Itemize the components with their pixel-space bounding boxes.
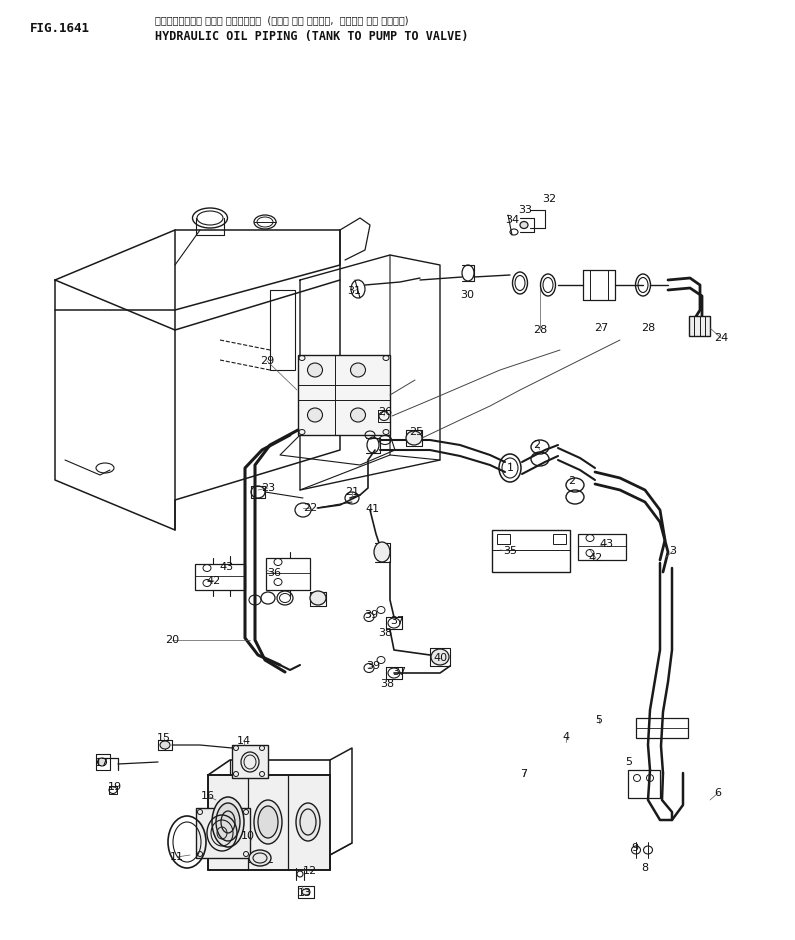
Text: 13: 13 bbox=[298, 888, 312, 898]
Text: ハイト゜ロリック オイル ハイピング゜  (タンク から ホンプ゜,  ホンプ゜ から ハルフ゜): ハイト゜ロリック オイル ハイピング゜ (タンク から ホンプ゜, ホンプ゜ か… bbox=[155, 15, 409, 25]
Text: 31: 31 bbox=[347, 286, 361, 296]
Bar bbox=[628, 770, 660, 798]
Bar bbox=[196, 808, 250, 858]
Ellipse shape bbox=[308, 408, 323, 422]
Text: HYDRAULIC OIL PIPING (TANK TO PUMP TO VALVE): HYDRAULIC OIL PIPING (TANK TO PUMP TO VA… bbox=[155, 30, 468, 43]
Text: 28: 28 bbox=[641, 323, 655, 333]
Ellipse shape bbox=[351, 363, 366, 377]
Text: 3: 3 bbox=[669, 546, 677, 556]
Ellipse shape bbox=[520, 222, 528, 228]
Text: 37: 37 bbox=[392, 667, 406, 677]
Text: 39: 39 bbox=[366, 661, 380, 671]
Text: 32: 32 bbox=[542, 194, 556, 204]
Ellipse shape bbox=[310, 591, 326, 605]
Bar bbox=[689, 316, 710, 336]
Ellipse shape bbox=[308, 363, 323, 377]
Ellipse shape bbox=[216, 803, 240, 841]
Bar bbox=[266, 558, 310, 590]
Text: 20: 20 bbox=[165, 635, 179, 645]
Text: 28: 28 bbox=[533, 325, 547, 335]
Ellipse shape bbox=[254, 800, 282, 844]
Text: 5: 5 bbox=[595, 715, 603, 725]
Text: 24: 24 bbox=[714, 333, 728, 343]
Bar bbox=[578, 534, 626, 560]
Ellipse shape bbox=[258, 806, 278, 838]
Ellipse shape bbox=[296, 803, 320, 841]
Bar bbox=[553, 534, 566, 544]
Text: 43: 43 bbox=[600, 539, 614, 549]
Text: 15: 15 bbox=[157, 733, 171, 743]
Bar bbox=[195, 564, 245, 590]
Text: 34: 34 bbox=[505, 215, 519, 225]
Text: 35: 35 bbox=[503, 546, 517, 556]
Text: 36: 36 bbox=[267, 568, 281, 578]
Text: 7: 7 bbox=[521, 769, 528, 779]
Bar bbox=[492, 530, 570, 572]
Text: 42: 42 bbox=[207, 576, 221, 586]
Ellipse shape bbox=[98, 758, 107, 766]
Text: 23: 23 bbox=[261, 483, 275, 493]
Text: 9: 9 bbox=[631, 843, 638, 853]
Text: 2: 2 bbox=[533, 440, 541, 450]
Ellipse shape bbox=[160, 741, 170, 749]
Text: FIG.1641: FIG.1641 bbox=[30, 22, 90, 35]
Text: 22: 22 bbox=[303, 503, 317, 513]
Ellipse shape bbox=[249, 850, 271, 866]
Text: 30: 30 bbox=[460, 290, 474, 300]
Text: 2: 2 bbox=[568, 476, 576, 486]
Text: 16: 16 bbox=[201, 791, 215, 801]
Text: 41: 41 bbox=[365, 504, 379, 514]
Bar bbox=[636, 718, 688, 738]
Text: 14: 14 bbox=[237, 736, 251, 746]
Text: 12: 12 bbox=[303, 866, 317, 876]
Text: 42: 42 bbox=[589, 553, 603, 563]
Text: 4: 4 bbox=[562, 732, 569, 742]
Text: 5: 5 bbox=[626, 757, 633, 767]
Ellipse shape bbox=[406, 431, 422, 445]
Ellipse shape bbox=[431, 649, 449, 665]
Text: 38: 38 bbox=[380, 679, 394, 689]
Text: 40: 40 bbox=[434, 653, 448, 663]
Text: 26: 26 bbox=[378, 407, 392, 417]
Bar bbox=[298, 355, 390, 435]
Text: 19: 19 bbox=[108, 782, 122, 792]
Text: 33: 33 bbox=[518, 205, 532, 215]
Bar bbox=[497, 534, 510, 544]
Ellipse shape bbox=[302, 889, 310, 895]
Text: 25: 25 bbox=[409, 427, 423, 437]
Text: 21: 21 bbox=[345, 487, 359, 497]
Bar bbox=[232, 745, 268, 778]
Text: 8: 8 bbox=[642, 863, 649, 873]
Ellipse shape bbox=[374, 542, 390, 562]
Bar bbox=[208, 775, 330, 870]
Text: 39: 39 bbox=[364, 610, 378, 620]
Text: 6: 6 bbox=[715, 788, 722, 798]
Text: 10: 10 bbox=[241, 831, 255, 841]
Bar bbox=[270, 290, 295, 370]
Ellipse shape bbox=[212, 797, 244, 847]
Text: 1: 1 bbox=[506, 463, 514, 473]
Text: 11: 11 bbox=[170, 852, 184, 862]
Ellipse shape bbox=[351, 408, 366, 422]
Text: 27: 27 bbox=[594, 323, 608, 333]
Text: 37: 37 bbox=[390, 616, 404, 626]
Text: 38: 38 bbox=[378, 628, 392, 638]
Text: 17: 17 bbox=[95, 758, 109, 768]
Text: 43: 43 bbox=[219, 562, 233, 572]
Text: 29: 29 bbox=[260, 356, 274, 366]
